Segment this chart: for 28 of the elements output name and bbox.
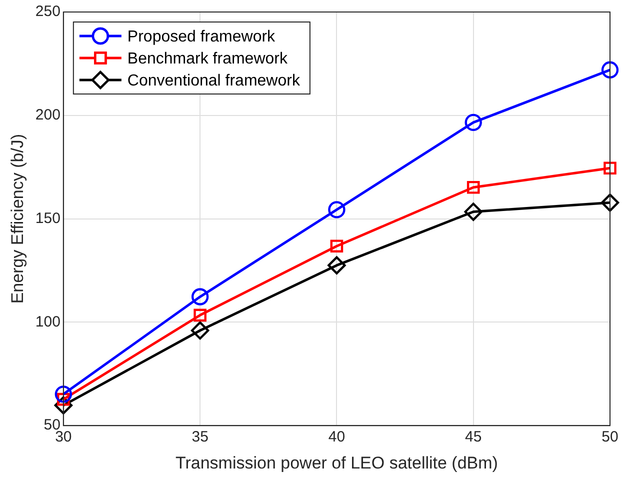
x-tick-label: 30 xyxy=(55,428,72,446)
point xyxy=(466,180,480,194)
point xyxy=(328,201,346,218)
y-tick-label: 200 xyxy=(35,106,60,124)
y-tick-label: 250 xyxy=(35,3,60,20)
point xyxy=(190,321,210,340)
y-tick-label: 100 xyxy=(35,313,60,330)
point xyxy=(54,386,72,403)
point xyxy=(191,288,209,306)
legend-label: Conventional framework xyxy=(127,72,301,90)
x-tick-label: 40 xyxy=(328,428,346,446)
legend-label: Proposed framework xyxy=(127,28,276,46)
y-tick-label: 150 xyxy=(35,210,60,227)
y-axis-title: Energy Efficiency (b/J) xyxy=(8,134,27,304)
point xyxy=(464,202,482,221)
point xyxy=(601,61,619,79)
x-tick-label: 50 xyxy=(602,428,618,446)
x-tick-label: 45 xyxy=(465,428,482,446)
point xyxy=(330,240,344,252)
x-axis-title: Transmission power of LEO satellite (dBm) xyxy=(175,453,498,472)
legend-label: Benchmark framework xyxy=(127,50,288,68)
point xyxy=(604,162,616,175)
point xyxy=(328,256,346,274)
point xyxy=(194,308,206,322)
x-tick-label: 35 xyxy=(192,428,208,446)
point xyxy=(464,114,482,132)
point xyxy=(54,396,73,414)
point xyxy=(600,194,620,212)
